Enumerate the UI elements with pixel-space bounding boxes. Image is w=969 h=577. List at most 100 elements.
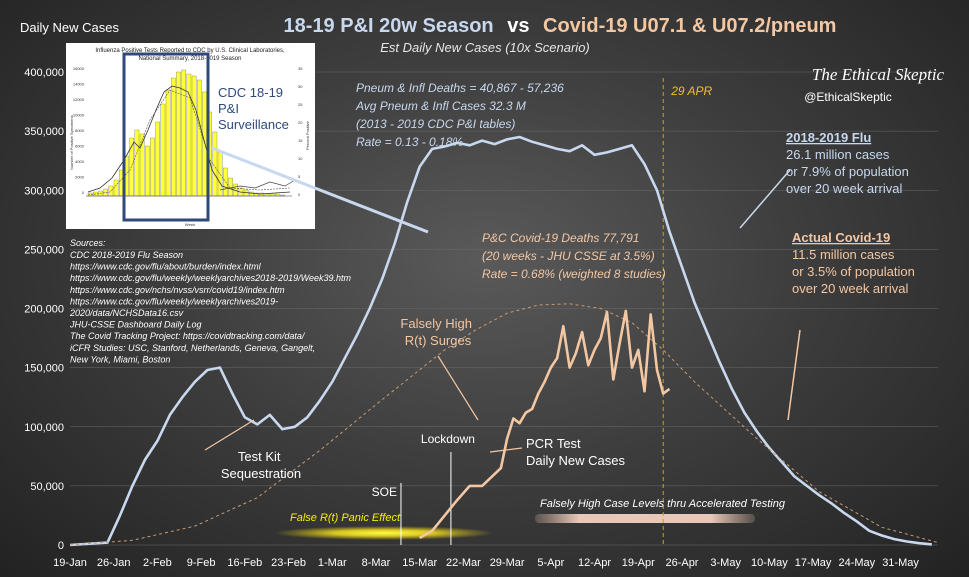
y-tick-label: 350,000 — [24, 126, 64, 138]
x-tick-label: 24-May — [838, 557, 875, 569]
cdc-label: CDC 18-19 P&I Surveillance — [218, 85, 289, 132]
source-line: JHU-CSSE Dashboard Daily Log — [69, 320, 202, 330]
x-tick-label: 10-May — [751, 557, 788, 569]
pi-stat-line: (2013 - 2019 CDC P&I tables) — [356, 117, 515, 131]
y-tick-label: 250,000 — [24, 244, 64, 256]
inset-left-tick: 12000 — [73, 97, 85, 102]
covid-pointer-line — [787, 329, 801, 421]
inset-right-ticks: 35 30 25 20 15 10 5 0 — [298, 66, 303, 197]
covid-block-lines: 11.5 million cases or 3.5% of population o… — [792, 247, 915, 296]
brand-handle: @EthicalSkeptic — [804, 90, 892, 104]
marker-label: Lockdown — [421, 432, 475, 446]
covid-stat-line: Rate = 0.68% (weighted 8 studies) — [482, 267, 666, 281]
x-tick-label: 15-Mar — [402, 557, 437, 569]
source-line: https://www.cdc.gov/flu/weekly/weeklyarc… — [70, 273, 351, 283]
accelerated-testing-band — [535, 514, 755, 523]
inset-bar — [145, 145, 150, 197]
marker-label: SOE — [372, 485, 397, 499]
inset-bar — [134, 129, 140, 197]
inset-bar — [186, 73, 192, 197]
covid-stat-line: P&C Covid-19 Deaths 77,791 — [482, 231, 639, 245]
covid-stat-line: (20 weeks - JHU CSSE at 3.5%) — [482, 249, 655, 263]
inset-title: Influenza Positive Tests Reported to CDC… — [95, 48, 285, 54]
x-tick-label: 16-Feb — [227, 557, 262, 569]
title-covid: Covid-19 U07.1 & U07.2/pneum — [543, 15, 836, 37]
x-tick-label: 19-Jan — [53, 557, 87, 569]
covid-block-line: over 20 week arrival — [792, 281, 908, 296]
flu-block-line: or 7.9% of population — [786, 164, 909, 179]
inset-xlabel: Week — [185, 222, 195, 227]
inset-right-tick: 5 — [298, 174, 301, 179]
falsely-high-label: Falsely High R(t) Surges — [400, 316, 475, 348]
event-markers: SOE Lockdown 29 APR — [372, 78, 712, 545]
x-tick-label: 22-Mar — [446, 557, 481, 569]
series-group — [69, 135, 939, 547]
y-ticks: 0 50,000 100,000 150,000 200,000 250,000 300,0… — [24, 67, 64, 552]
covid-block-line: 11.5 million cases — [792, 247, 895, 262]
inset-right-tick: 35 — [298, 66, 303, 71]
inset-bar — [176, 71, 181, 197]
inset-right-tick: 20 — [298, 120, 303, 125]
test-kit-pointer — [204, 419, 255, 451]
inset-ylabel-right: Percent Positive — [305, 120, 310, 150]
inset-right-tick: 0 — [298, 192, 301, 197]
marker-label: 29 APR — [670, 84, 712, 98]
inset-left-tick: 16000 — [73, 66, 85, 71]
inset-bar — [108, 185, 114, 197]
inset-right-tick: 15 — [298, 138, 303, 143]
inset-left-tick: 0 — [82, 190, 85, 195]
y-axis-title: Daily New Cases — [20, 20, 119, 35]
x-tick-label: 19-Apr — [622, 557, 655, 569]
chart-title: 18-19 P&I 20w Season vs Covid-19 U07.1 &… — [284, 15, 837, 37]
flu-block-line: over 20 week arrival — [786, 181, 902, 196]
source-line: 2020/data/NCHSData16.csv — [69, 308, 184, 318]
x-tick-label: 26-Apr — [665, 557, 698, 569]
inset-line-c — [219, 179, 296, 191]
brand-name: The Ethical Skeptic — [812, 65, 945, 84]
inset-bar — [191, 75, 197, 197]
test-kit-label: Test Kit Sequestration — [221, 449, 301, 481]
cdc-inset: Influenza Positive Tests Reported to CDC… — [66, 43, 315, 229]
x-tick-label: 26-Jan — [97, 557, 131, 569]
inset-bar — [212, 131, 218, 197]
x-tick-label: 8-Mar — [362, 557, 391, 569]
x-tick-label: 29-Mar — [490, 557, 525, 569]
series-line — [69, 303, 939, 546]
inset-bar — [113, 179, 119, 197]
inset-bar — [197, 79, 202, 197]
source-line: iCFR Studies: USC, Stanford, Netherlands… — [70, 343, 315, 353]
y-tick-label: 400,000 — [24, 67, 64, 79]
accelerated-testing-label: Falsely High Case Levels thru Accelerate… — [540, 498, 786, 510]
sources-title: Sources: — [70, 238, 106, 248]
x-tick-label: 31-May — [882, 557, 919, 569]
inset-bar — [155, 121, 160, 197]
inset-bar — [264, 193, 270, 197]
covid-stats: P&C Covid-19 Deaths 77,791 (20 weeks - JH… — [482, 231, 666, 281]
series-line — [69, 135, 932, 547]
pcr-pointer — [489, 447, 523, 453]
inset-left-tick: 10000 — [73, 113, 85, 118]
series-line — [419, 309, 671, 540]
x-ticks: 19-Jan 26-Jan 2-Feb 9-Feb 16-Feb 23-Feb 1-Mar 8… — [53, 557, 919, 569]
pi-stat-line: Pneum & Infl Deaths = 40,867 - 57,236 — [356, 81, 564, 95]
source-line: https://www.cdc.gov/nchs/nvss/vsrr/covid… — [70, 285, 285, 295]
y-tick-label: 0 — [58, 540, 64, 552]
y-tick-label: 200,000 — [24, 304, 64, 316]
inset-line-b — [87, 89, 291, 196]
source-line: https://www.cdc.gov/flu/about/burden/ind… — [70, 262, 262, 272]
pi-stats: Pneum & Infl Deaths = 40,867 - 57,236 Avg… — [355, 81, 564, 149]
inset-right-tick: 10 — [298, 156, 303, 161]
inset-left-ticks: 16000 14000 12000 10000 8000 6000 4000 2000 0 — [73, 66, 85, 195]
inset-bar — [160, 103, 166, 197]
title-season: 18-19 P&I 20w Season — [284, 15, 494, 37]
pcr-label: PCR Test Daily New Cases — [526, 436, 625, 468]
title-vs: vs — [507, 15, 529, 37]
inset-left-tick: 8000 — [75, 128, 85, 133]
inset-highlight-box — [122, 52, 210, 222]
inset-left-tick: 14000 — [73, 82, 85, 87]
inset-left-tick: 6000 — [75, 144, 85, 149]
x-tick-label: 1-Mar — [318, 557, 347, 569]
y-tick-label: 300,000 — [24, 185, 64, 197]
